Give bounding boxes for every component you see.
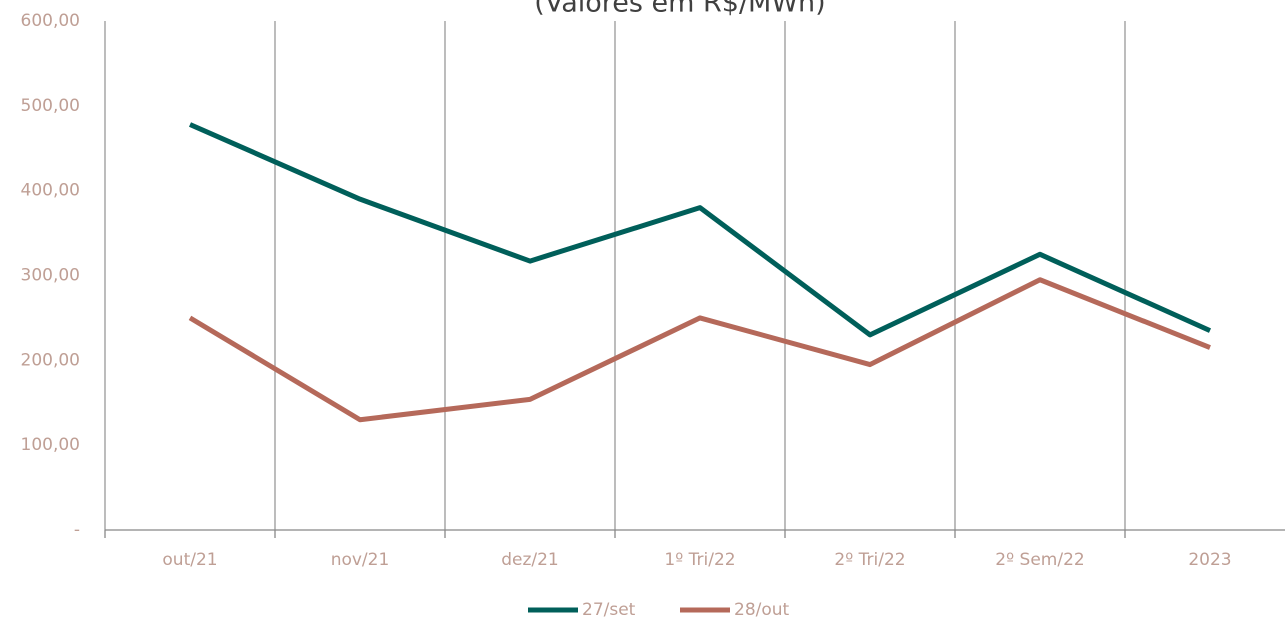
x-tick-label: 1º Tri/22 (664, 550, 735, 570)
y-tick-label: - (74, 520, 80, 540)
x-tick-label: out/21 (162, 550, 217, 570)
x-tick-label: nov/21 (331, 550, 390, 570)
chart-title: (Valores em R$/MWh) (534, 0, 825, 19)
legend-label: 28/out (734, 600, 790, 619)
y-tick-label: 100,00 (21, 435, 80, 455)
x-tick-label: 2023 (1188, 550, 1231, 570)
series-line (188, 122, 1212, 338)
x-tick-label: 2º Tri/22 (834, 550, 905, 570)
y-tick-label: 500,00 (21, 96, 80, 116)
x-tick-label: 2º Sem/22 (995, 550, 1084, 570)
series-line (188, 277, 1211, 423)
y-tick-label: 200,00 (21, 350, 80, 370)
y-tick-label: 600,00 (21, 11, 80, 31)
y-tick-label: 300,00 (21, 266, 80, 286)
legend-label: 27/set (582, 600, 636, 619)
x-tick-label: dez/21 (501, 550, 559, 570)
y-tick-label: 400,00 (21, 181, 80, 201)
